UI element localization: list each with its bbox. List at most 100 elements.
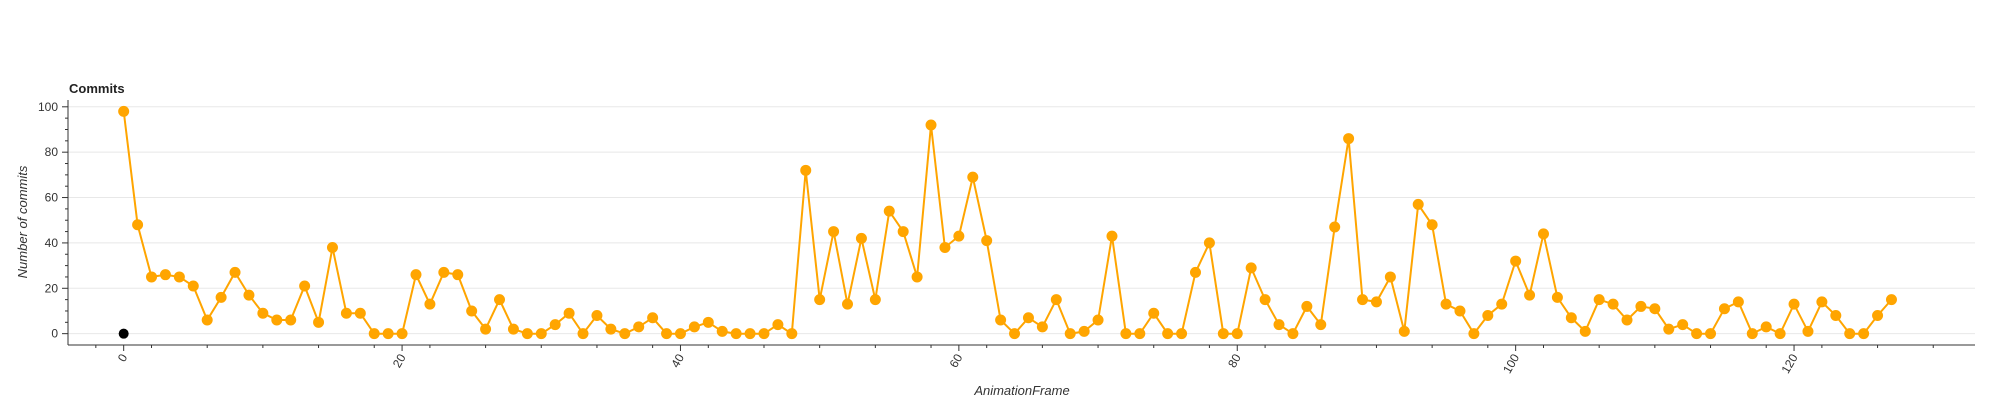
data-point	[1315, 319, 1327, 331]
data-point	[1760, 321, 1772, 333]
data-point	[800, 164, 812, 176]
data-point	[285, 314, 297, 326]
data-point	[1036, 321, 1048, 333]
data-point	[215, 291, 227, 303]
data-point	[619, 328, 631, 340]
data-point	[1607, 298, 1619, 310]
data-point	[1732, 296, 1744, 308]
grid-lines	[68, 106, 1975, 335]
data-point	[1621, 314, 1633, 326]
series-line	[122, 111, 1893, 336]
data-point	[1802, 325, 1814, 337]
data-point	[967, 171, 979, 183]
data-point	[507, 323, 519, 335]
data-point	[132, 219, 144, 231]
data-point	[814, 294, 826, 306]
data-point	[869, 294, 881, 306]
y-axis-label: Number of commits	[15, 165, 30, 278]
data-point	[1357, 294, 1369, 306]
data-point	[299, 280, 311, 292]
data-point	[1649, 303, 1661, 315]
data-point	[1412, 198, 1424, 210]
data-point	[647, 312, 659, 324]
data-point	[1816, 296, 1828, 308]
data-point	[1189, 266, 1201, 278]
data-point	[744, 328, 756, 340]
data-point	[173, 271, 185, 283]
data-point	[396, 328, 408, 340]
data-point	[1078, 325, 1090, 337]
data-point	[466, 305, 478, 317]
data-point	[480, 323, 492, 335]
data-point	[1885, 294, 1897, 306]
data-point	[730, 328, 742, 340]
data-point	[1774, 328, 1786, 340]
series-commits	[118, 105, 1897, 340]
data-point	[1370, 296, 1382, 308]
data-point	[605, 323, 617, 335]
data-point	[118, 105, 130, 117]
data-point	[535, 328, 547, 340]
data-point	[674, 328, 686, 340]
highlight-point	[118, 328, 129, 339]
data-point	[424, 298, 436, 310]
data-point	[1830, 310, 1842, 322]
data-point	[340, 307, 352, 319]
data-point	[1106, 230, 1118, 242]
data-point	[326, 241, 338, 253]
data-point	[1691, 328, 1703, 340]
x-tick-label: 120	[1779, 351, 1801, 376]
x-tick-label: 40	[668, 351, 687, 370]
data-point	[1176, 328, 1188, 340]
data-point	[382, 328, 394, 340]
data-point	[438, 266, 450, 278]
data-point	[1705, 328, 1717, 340]
data-point	[953, 230, 965, 242]
data-point	[1872, 310, 1884, 322]
data-point	[187, 280, 199, 292]
data-point	[1343, 133, 1355, 145]
data-point	[842, 298, 854, 310]
data-point	[1496, 298, 1508, 310]
y-tick-label: 60	[45, 191, 59, 205]
data-point	[229, 266, 241, 278]
data-point	[883, 205, 895, 217]
data-point	[1593, 294, 1605, 306]
data-point	[1635, 300, 1647, 312]
data-point	[1844, 328, 1856, 340]
data-point	[1746, 328, 1758, 340]
data-point	[1050, 294, 1062, 306]
data-point	[633, 321, 645, 333]
data-point	[995, 314, 1007, 326]
data-point	[1551, 291, 1563, 303]
data-point	[828, 226, 840, 238]
data-point	[1718, 303, 1730, 315]
data-point	[981, 235, 993, 247]
y-tick-label: 100	[38, 100, 58, 114]
data-point	[1858, 328, 1870, 340]
data-point	[1524, 289, 1536, 301]
data-point	[257, 307, 269, 319]
x-tick-label: 0	[115, 351, 131, 364]
data-point	[1273, 319, 1285, 331]
data-point	[368, 328, 380, 340]
data-point	[1398, 325, 1410, 337]
data-point	[1677, 319, 1689, 331]
data-point	[271, 314, 283, 326]
x-tick-label: 80	[1225, 351, 1244, 370]
data-point	[1663, 323, 1675, 335]
data-point	[159, 269, 171, 281]
data-point	[591, 310, 603, 322]
data-point	[410, 269, 422, 281]
data-point	[563, 307, 575, 319]
data-point	[1092, 314, 1104, 326]
data-point	[1203, 237, 1215, 249]
data-point	[661, 328, 673, 340]
data-point	[1287, 328, 1299, 340]
data-point	[452, 269, 464, 281]
data-point	[1022, 312, 1034, 324]
data-point	[1482, 310, 1494, 322]
data-point	[1440, 298, 1452, 310]
data-point	[1788, 298, 1800, 310]
